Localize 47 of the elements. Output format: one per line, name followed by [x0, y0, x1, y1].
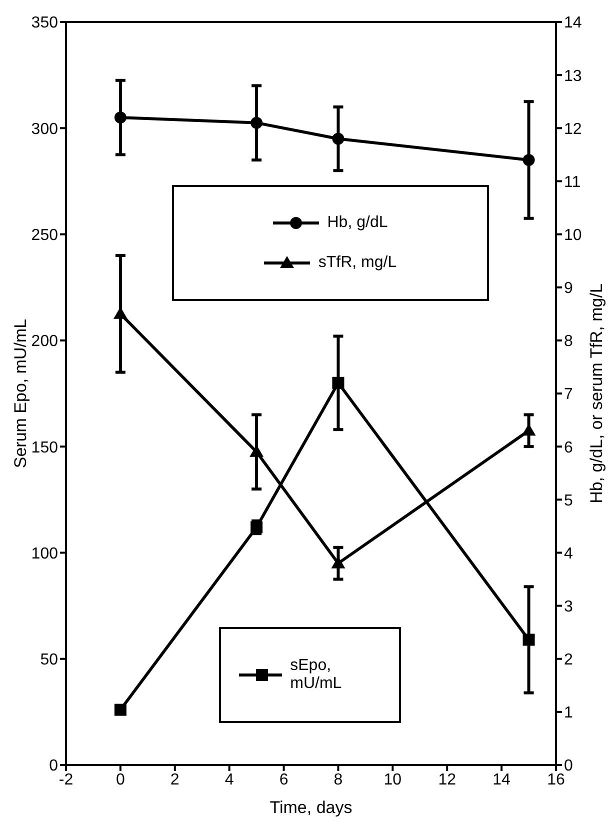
- legend-label: sEpo, mU/mL: [290, 657, 343, 693]
- x-tick-label: 0: [116, 771, 125, 788]
- y2-tick-label: 1: [564, 704, 573, 722]
- x-tick-label: 10: [384, 771, 402, 788]
- y2-tick-label: 14: [564, 14, 582, 32]
- y2-tick-label: 11: [564, 174, 581, 191]
- y-tick-label: 0: [49, 758, 58, 775]
- point: [522, 634, 535, 646]
- y-tick-label: 250: [31, 226, 58, 244]
- y2-tick-label: 13: [564, 68, 582, 85]
- y-tick-label: 50: [40, 652, 58, 669]
- y2-axis-title: Hb, g/dL, or serum TfR, mg/L: [587, 284, 606, 504]
- point: [332, 132, 344, 145]
- point: [332, 376, 344, 389]
- y2-tick-label: 7: [564, 386, 573, 404]
- y-tick-label: 350: [31, 14, 58, 32]
- y2-tick-label: 12: [564, 120, 582, 138]
- x-axis-title: Time, days: [270, 798, 352, 817]
- legend-label: sTfR, mg/L: [318, 254, 397, 272]
- y-tick-label: 300: [31, 120, 58, 138]
- y2-tick-label: 5: [564, 492, 573, 510]
- x-tick-label: -2: [58, 771, 74, 788]
- x-tick-label: 16: [547, 771, 565, 788]
- y2-tick-label: 2: [564, 652, 573, 669]
- point: [522, 424, 536, 436]
- point: [114, 704, 126, 716]
- x-tick-label: 6: [279, 771, 288, 788]
- point: [250, 116, 263, 129]
- y-tick-label: 100: [31, 545, 58, 562]
- y2-tick-label: 0: [564, 758, 573, 775]
- y2-tick-label: 10: [564, 226, 582, 244]
- y-tick-label: 200: [31, 333, 58, 350]
- y-axis-title: Serum Epo, mU/mL: [11, 318, 30, 468]
- y2-tick-label: 8: [564, 333, 573, 350]
- x-tick-label: 4: [224, 771, 234, 788]
- x-tick-label: 8: [334, 771, 343, 788]
- x-tick-label: 12: [438, 771, 456, 788]
- point: [522, 154, 535, 166]
- y2-tick-label: 9: [564, 280, 573, 298]
- x-tick-label: 2: [170, 771, 180, 788]
- y2-tick-label: 6: [564, 439, 573, 456]
- x-tick-label: 14: [492, 771, 511, 788]
- point: [114, 112, 126, 124]
- legend-label: Hb, g/dL: [327, 214, 388, 232]
- y2-tick-label: 3: [564, 598, 573, 616]
- y2-tick-label: 4: [564, 545, 573, 562]
- y-tick-label: 150: [31, 439, 58, 456]
